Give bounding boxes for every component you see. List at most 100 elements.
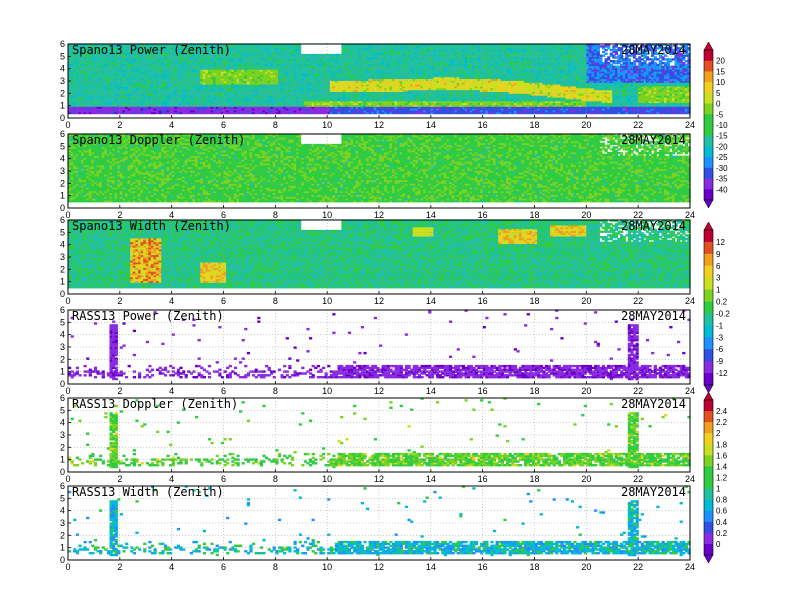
x-tick-label: 6: [221, 296, 226, 306]
x-tick-label: 6: [221, 562, 226, 572]
colorbar-segment: [704, 422, 713, 434]
x-tick-label: 22: [633, 562, 643, 572]
colorbar-label: 2.2: [716, 418, 728, 427]
heatmap-cells: [68, 133, 691, 203]
panel-title: RASS13 Width (Zenith): [72, 485, 224, 499]
x-tick-label: 16: [478, 562, 488, 572]
colorbar-label: -5: [716, 110, 724, 119]
x-tick-label: 6: [221, 474, 226, 484]
colorbar-frame: [703, 399, 714, 556]
x-tick-label: 2: [117, 386, 122, 396]
x-tick-label: 22: [633, 120, 643, 130]
heatmap-cells: [68, 309, 691, 381]
x-tick-label: 22: [633, 210, 643, 220]
colorbar-width: 12 9 6 3 1 0.2 -0.2 -1 -3 -6 -9 -12: [703, 221, 730, 394]
panel-date: 28MAY2014: [621, 133, 686, 147]
y-tick-label: 3: [60, 430, 65, 440]
x-tick-label: 22: [633, 474, 643, 484]
x-tick-label: 20: [581, 210, 591, 220]
colorbars: 20151050-5-10-15-20-25-30-35-401296310.2…: [703, 41, 730, 564]
x-tick-label: 8: [273, 296, 278, 306]
colorbar-label: 2.4: [716, 407, 728, 416]
tick-marks: [67, 485, 691, 561]
x-tick-label: 2: [117, 296, 122, 306]
x-tick-label: 18: [529, 120, 539, 130]
x-tick-label: 0: [65, 120, 70, 130]
colorbar-segment: [704, 313, 713, 326]
y-tick-label: 2: [60, 354, 65, 364]
x-tick-label: 12: [374, 474, 384, 484]
colorbar-segment: [704, 157, 713, 169]
panel-date: 28MAY2014: [621, 219, 686, 233]
x-tick-label: 10: [322, 296, 332, 306]
x-tick-label: 2: [117, 562, 122, 572]
x-tick-label: 8: [273, 562, 278, 572]
panel-date: 28MAY2014: [621, 43, 686, 57]
tick-marks: [67, 133, 691, 209]
colorbar-segment: [704, 532, 713, 545]
colorbar-label: 0: [716, 100, 721, 109]
colorbar-segment: [704, 103, 713, 115]
y-tick-label: 6: [60, 39, 65, 49]
x-tick-label: 8: [273, 386, 278, 396]
panel-title: RASS13 Power (Zenith): [72, 309, 224, 323]
x-tick-label: 14: [426, 386, 436, 396]
colorbar-top-arrow: [703, 41, 714, 51]
x-tick-label: 14: [426, 474, 436, 484]
y-tick-label: 2: [60, 88, 65, 98]
colorbar-segment: [704, 277, 713, 291]
x-tick-label: 0: [65, 562, 70, 572]
colorbar-label: 1.6: [716, 451, 728, 460]
y-tick-label: 5: [60, 405, 65, 415]
colorbar-label: -6: [716, 345, 724, 354]
colorbar-bottom-arrow: [703, 199, 714, 209]
colorbar-segment: [704, 400, 713, 412]
x-tick-label: 24: [685, 562, 695, 572]
colorbar-label: 0.8: [716, 496, 728, 505]
y-tick-label: 2: [60, 530, 65, 540]
colorbar-label: -3: [716, 333, 724, 342]
x-tick-label: 18: [529, 474, 539, 484]
colorbar-segment: [704, 241, 713, 255]
heatmap-cells: [68, 43, 691, 115]
x-tick-label: 24: [685, 296, 695, 306]
colorbar-segment: [704, 477, 713, 490]
colorbar-label: 15: [716, 67, 725, 76]
colorbar-label: -12: [716, 369, 728, 378]
x-tick-label: 18: [529, 386, 539, 396]
x-tick-label: 16: [478, 120, 488, 130]
colorbar-segment: [704, 433, 713, 445]
x-tick-label: 12: [374, 120, 384, 130]
colorbar-label: 1.8: [716, 440, 728, 449]
x-tick-label: 24: [685, 120, 695, 130]
x-tick-label: 6: [221, 386, 226, 396]
colorbar-segment: [704, 499, 713, 512]
panel-title: RASS13 Doppler (Zenith): [72, 397, 238, 411]
colorbar-segment: [704, 349, 713, 362]
tick-marks: [67, 397, 691, 473]
colorbar-segment: [704, 444, 713, 456]
colorbar-label: -10: [716, 121, 728, 130]
colorbar-segment: [704, 146, 713, 158]
x-tick-label: 6: [221, 120, 226, 130]
y-tick-label: 5: [60, 141, 65, 151]
colorbar-segment: [704, 60, 713, 72]
gridlines: [68, 398, 690, 472]
x-tick-label: 4: [169, 120, 174, 130]
x-tick-label: 24: [685, 386, 695, 396]
y-tick-label: 0: [60, 467, 65, 477]
colorbar-segment: [704, 125, 713, 137]
x-tick-label: 16: [478, 210, 488, 220]
colorbar-label: 1.2: [716, 474, 728, 483]
x-tick-label: 16: [478, 474, 488, 484]
x-tick-label: 20: [581, 562, 591, 572]
x-tick-label: 20: [581, 296, 591, 306]
colorbar-segment: [704, 253, 713, 267]
colorbar-segment: [704, 114, 713, 126]
x-tick-label: 4: [169, 474, 174, 484]
colorbar-label: 5: [716, 89, 721, 98]
data-gap: [301, 44, 342, 54]
